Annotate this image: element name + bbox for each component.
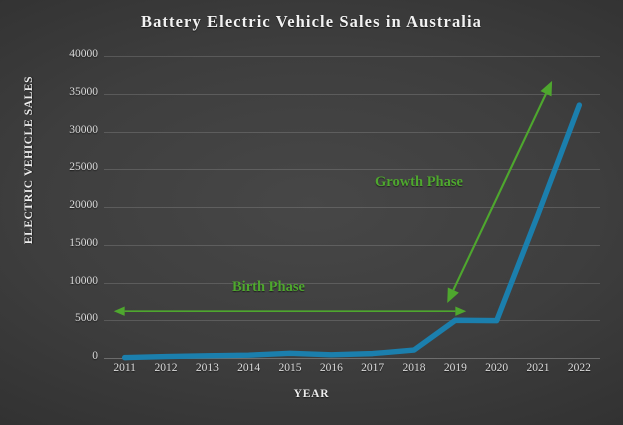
x-axis-tick-label: 2011 — [113, 362, 136, 374]
y-axis-tick-label: 40000 — [69, 48, 98, 60]
x-axis-tick-label: 2012 — [154, 362, 178, 374]
birth-phase-label: Birth Phase — [232, 279, 305, 295]
y-axis-tick-label: 35000 — [69, 85, 98, 98]
x-axis-tick-label: 2019 — [443, 362, 467, 374]
x-axis-tick-label: 2018 — [402, 362, 426, 374]
chart-title: Battery Electric Vehicle Sales in Austra… — [140, 12, 483, 31]
gridline — [104, 169, 600, 171]
x-axis-tick-label: 2016 — [319, 362, 343, 374]
x-axis-tick-label: 2020 — [485, 362, 509, 374]
x-axis-tick-label: 2022 — [567, 362, 591, 374]
x-axis-tick-label: 2017 — [361, 362, 385, 374]
x-axis-title: YEAR — [293, 388, 330, 400]
growth-phase-label: Growth Phase — [375, 174, 463, 190]
gridline — [104, 282, 600, 284]
x-axis-tick-label: 2014 — [237, 362, 261, 374]
y-axis-tick-label: 5000 — [75, 312, 98, 325]
y-axis-tick-label: 30000 — [69, 123, 98, 136]
y-axis-tick-label: 10000 — [69, 274, 98, 287]
gridline — [104, 93, 600, 95]
gridline — [104, 358, 600, 359]
y-axis-tick-label: 15000 — [69, 236, 98, 249]
y-axis-tick-label: 0 — [92, 350, 98, 362]
x-axis-tick-labels: 2011 2012 2013 2014 2015 2016 2017 2018 2019 2020… — [104, 362, 600, 382]
y-axis-tick-labels: 0 5000 10000 15000 20000 25000 30000 35000 40000 — [36, 48, 98, 362]
gridline — [104, 244, 600, 246]
gridline — [104, 207, 600, 208]
y-axis-tick-label: 20000 — [69, 199, 98, 211]
x-axis-tick-label: 2013 — [195, 362, 219, 374]
y-axis-tick-label: 25000 — [69, 161, 98, 174]
x-axis-tick-label: 2015 — [278, 362, 302, 374]
plot-area — [104, 56, 600, 359]
gridline — [104, 131, 600, 133]
x-axis-tick-label: 2021 — [526, 362, 550, 374]
gridline — [104, 56, 600, 57]
y-axis-title: ELECTRIC VEHICLE SALES — [23, 75, 35, 245]
gridline — [104, 320, 600, 322]
